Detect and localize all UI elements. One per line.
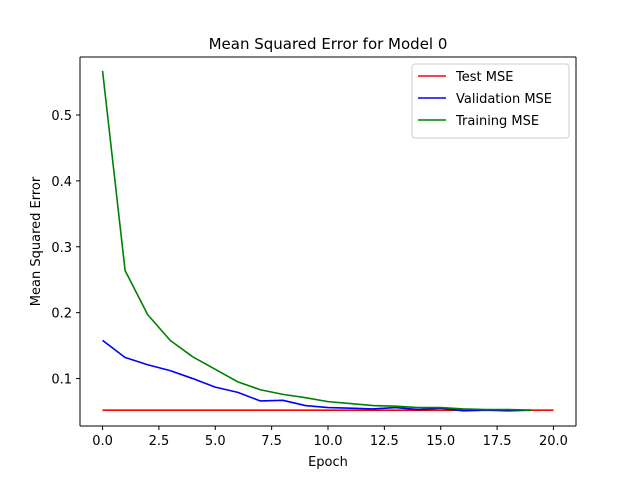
x-tick-label: 5.0 xyxy=(205,434,226,449)
y-tick-label: 0.1 xyxy=(51,373,72,388)
x-tick-label: 12.5 xyxy=(370,434,399,449)
series-line-training-mse xyxy=(101,70,531,411)
legend-label-training-mse: Training MSE xyxy=(455,114,539,129)
y-tick-label: 0.3 xyxy=(51,241,72,256)
legend-label-test-mse: Test MSE xyxy=(455,70,513,85)
legend-label-validation-mse: Validation MSE xyxy=(456,92,552,107)
y-tick-label: 0.4 xyxy=(51,175,72,190)
series-line-validation-mse xyxy=(102,339,531,412)
x-axis-title: Epoch xyxy=(308,455,348,470)
x-tick-label: 2.5 xyxy=(149,434,170,449)
x-tick-label: 20.0 xyxy=(539,434,568,449)
x-tick-label: 15.0 xyxy=(426,434,455,449)
legend-box xyxy=(411,63,570,139)
y-ticks: 0.1 0.2 0.3 0.4 0.5 xyxy=(51,109,80,388)
legend: Test MSE Validation MSE Training MSE xyxy=(411,63,570,139)
axes-frame xyxy=(79,56,577,427)
x-tick-label: 17.5 xyxy=(483,434,512,449)
y-tick-label: 0.2 xyxy=(51,307,72,322)
series-layer xyxy=(101,70,554,412)
chart-title: Mean Squared Error for Model 0 xyxy=(209,35,448,53)
x-ticks: 0.0 2.5 5.0 7.5 10.0 12.5 15.0 17.5 20.0 xyxy=(92,426,568,449)
x-tick-label: 0.0 xyxy=(92,434,113,449)
x-tick-label: 10.0 xyxy=(314,434,343,449)
x-tick-label: 7.5 xyxy=(261,434,282,449)
y-axis-title: Mean Squared Error xyxy=(29,176,44,306)
y-tick-label: 0.5 xyxy=(51,109,72,124)
